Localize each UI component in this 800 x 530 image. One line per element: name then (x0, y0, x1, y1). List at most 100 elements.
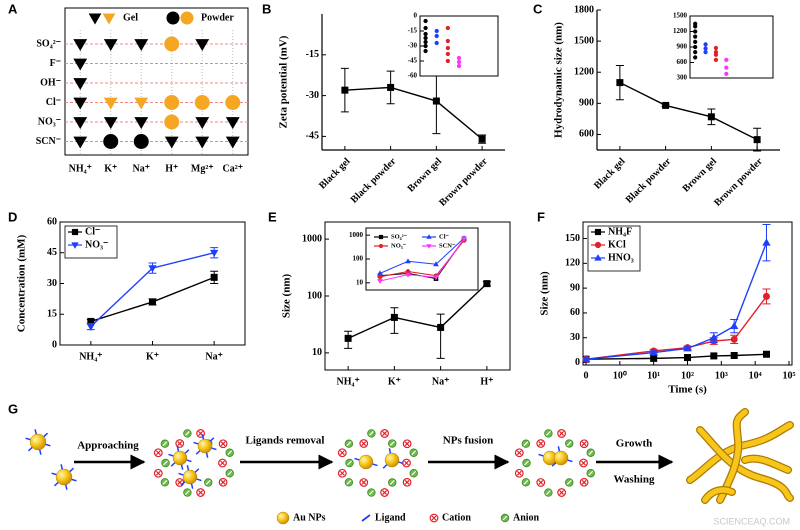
marker (730, 335, 738, 343)
anion-sign (545, 490, 551, 495)
legend-label: Cation (442, 512, 471, 523)
marker (195, 117, 210, 130)
marker (762, 238, 771, 246)
marker (210, 273, 218, 281)
marker (445, 58, 450, 64)
marker (423, 25, 428, 31)
marker (762, 350, 770, 358)
legend-label: NH₄F (608, 226, 632, 237)
marker (423, 43, 428, 49)
anion-sign (227, 470, 233, 476)
marker (693, 29, 698, 34)
marker (724, 65, 729, 70)
cation-sign (382, 431, 388, 436)
x-tick-label: K⁺ (146, 351, 159, 362)
anion-sign (524, 460, 529, 466)
legend-label: Cl⁻ (85, 226, 100, 237)
marker (423, 39, 428, 45)
marker (693, 21, 698, 26)
marker (581, 354, 591, 363)
anion-sign (163, 460, 168, 466)
step-label: NPs fusion (443, 435, 493, 447)
marker (71, 228, 79, 236)
ligand (43, 432, 49, 438)
au-np (29, 433, 47, 451)
plot-frame (689, 15, 774, 79)
marker (164, 95, 180, 110)
ligand (178, 472, 184, 476)
anion-sign (347, 460, 352, 466)
anion-sign (389, 480, 395, 485)
marker (423, 48, 428, 54)
marker (483, 280, 491, 288)
cation-sign (361, 480, 367, 485)
column-label: K⁺ (104, 163, 117, 174)
nanowire (742, 456, 791, 473)
cation-sign (155, 450, 161, 456)
marker (102, 13, 116, 25)
series-line (585, 353, 767, 360)
marker (103, 97, 118, 110)
cation-sign (516, 450, 522, 456)
y-tick-label: -15 (306, 49, 319, 60)
series-line (347, 283, 488, 339)
y-tick-label: 0 (575, 357, 580, 368)
ligand (168, 453, 174, 457)
cation-sign (198, 490, 204, 495)
x-tick-label: NH₄⁺ (336, 376, 359, 387)
x-tick-label: NH₄⁺ (79, 351, 102, 362)
marker (693, 55, 698, 60)
marker (445, 25, 450, 31)
ligand (354, 457, 360, 461)
ligand (388, 448, 392, 454)
panel-label: F (537, 209, 545, 224)
row-label: NO₃⁻ (38, 116, 61, 127)
marker (405, 272, 411, 278)
y-tick-label: 1000 (302, 233, 322, 244)
legend-label: SCN⁻ (439, 242, 456, 249)
marker (225, 136, 240, 149)
series-line (585, 295, 768, 360)
marker (693, 34, 698, 39)
marker (594, 228, 602, 236)
x-tick-label: 0 (584, 370, 589, 381)
cation-sign (404, 441, 410, 447)
anion-sign (162, 441, 168, 447)
au-np (358, 454, 374, 470)
legend-label: Powder (201, 12, 234, 23)
marker (710, 352, 718, 360)
ligand (184, 449, 190, 454)
series-line (619, 81, 758, 141)
cation-sign (581, 441, 587, 447)
y-tick-label: 100 (353, 255, 364, 263)
ligand (190, 483, 194, 489)
cation-sign (382, 490, 388, 495)
au-np (172, 450, 188, 466)
anion-sign (502, 515, 508, 521)
x-tick-label: Black powder (624, 156, 674, 206)
anion-sign (411, 470, 417, 476)
x-tick-label: Na⁺ (205, 351, 223, 362)
y-tick-label: 1800 (574, 4, 594, 15)
ligand (27, 446, 33, 452)
column-label: Ca²⁺ (223, 163, 244, 174)
ligand (51, 472, 57, 476)
marker (724, 57, 729, 63)
anion-sign (588, 470, 594, 476)
ligand (69, 467, 75, 473)
ligand (205, 452, 209, 458)
nanowire (687, 422, 793, 483)
legend-label: HNO₃ (608, 252, 634, 263)
marker (434, 28, 439, 34)
y-axis-label: Size (nm) (281, 274, 293, 319)
au-np (384, 452, 400, 468)
watermark: SCIENCEAQ.COM (713, 516, 790, 526)
marker (164, 136, 179, 149)
x-axis-label: Time (s) (668, 384, 707, 396)
anion-sign (523, 441, 529, 447)
x-tick-label: 10⁵ (783, 370, 796, 381)
marker (88, 13, 102, 25)
marker (377, 274, 383, 280)
row-label: F⁻ (50, 58, 61, 69)
error-bar (436, 313, 445, 359)
